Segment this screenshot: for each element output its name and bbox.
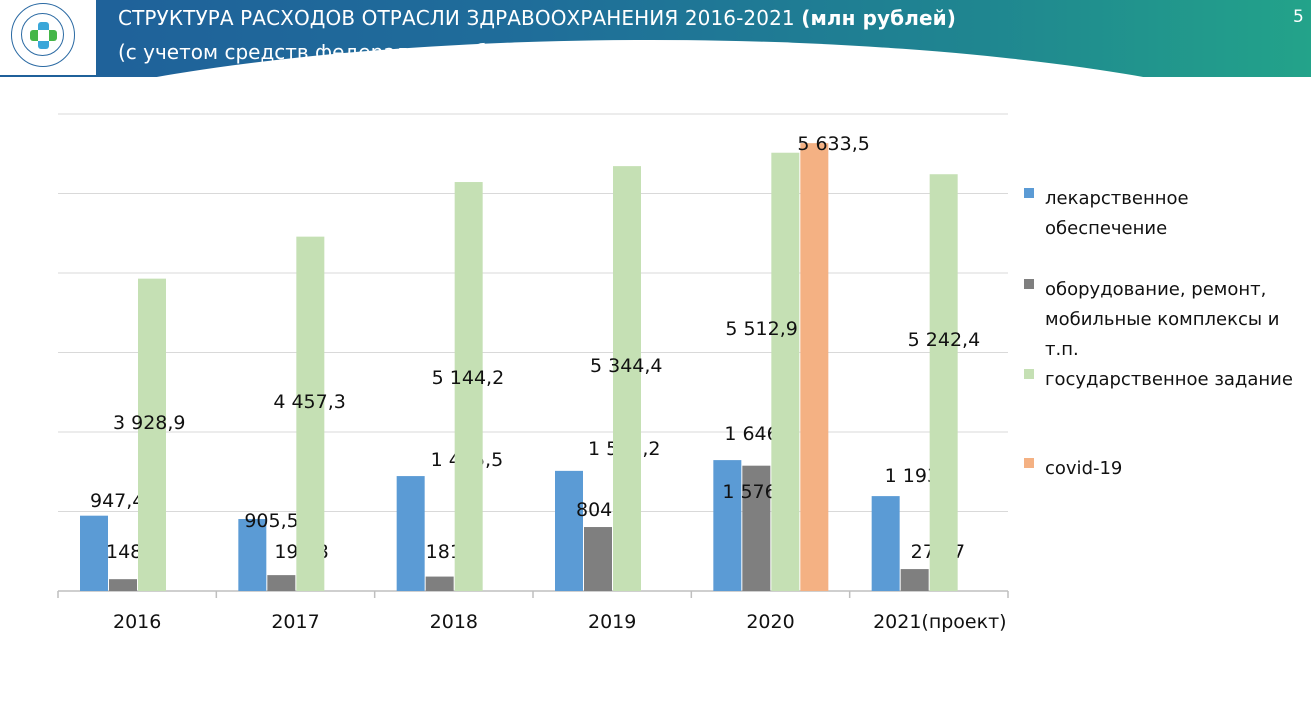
bar-state_task-2020 [771, 152, 800, 591]
page-subtitle: (с учетом средств федерального бюджета) [118, 40, 580, 64]
page-title: СТРУКТУРА РАСХОДОВ ОТРАСЛИ ЗДРАВООХРАНЕН… [118, 6, 956, 30]
title-unit: (млн рублей) [801, 6, 957, 30]
bar-equipment-2017 [267, 575, 296, 591]
legend-label-state_task: государственное задание [1045, 369, 1293, 390]
bar-medicines-2021проект [871, 496, 900, 591]
logo-ring [11, 3, 75, 67]
bar-equipment-2018 [425, 576, 454, 591]
legend-label-equipment: мобильные комплексы и [1045, 309, 1280, 330]
data-label-state_task: 5 512,9 [725, 318, 798, 340]
legend-label-covid: covid-19 [1045, 458, 1122, 479]
x-tick-label: 2016 [113, 611, 161, 633]
legend-swatch-covid [1024, 458, 1034, 468]
bar-covid-2020 [800, 143, 829, 591]
data-label-state_task: 5 144,2 [432, 367, 505, 389]
legend-swatch-equipment [1024, 279, 1034, 289]
legend-label-equipment: т.п. [1045, 339, 1079, 360]
bar-equipment-2019 [584, 527, 612, 591]
bar-medicines-2018 [396, 476, 425, 591]
cross-center [38, 30, 49, 41]
x-tick-label: 2021(проект) [873, 611, 1007, 633]
bar-medicines-2017 [238, 519, 267, 591]
bar-state_task-2018 [454, 182, 483, 591]
data-label-state_task: 4 457,3 [273, 391, 346, 413]
ministry-logo [0, 0, 96, 75]
x-tick-label: 2020 [746, 611, 794, 633]
bar-medicines-2020 [713, 460, 742, 591]
bar-medicines-2016 [80, 515, 108, 591]
data-label-medicines: 905,5 [244, 510, 298, 532]
bar-equipment-2021проект [900, 569, 929, 591]
x-tick-label: 2017 [271, 611, 319, 633]
bar-equipment-2016 [109, 579, 137, 591]
legend-label-medicines: обеспечение [1045, 218, 1167, 239]
bar-state_task-2017 [296, 236, 325, 591]
legend-label-equipment: оборудование, ремонт, [1045, 279, 1266, 300]
title-main: СТРУКТУРА РАСХОДОВ ОТРАСЛИ ЗДРАВООХРАНЕН… [118, 6, 795, 30]
bar-state_task-2019 [613, 166, 641, 592]
bar-equipment-2020 [742, 465, 771, 591]
x-tick-label: 2018 [430, 611, 478, 633]
data-label-state_task: 5 344,4 [590, 355, 663, 377]
legend-swatch-state_task [1024, 369, 1034, 379]
bar-medicines-2019 [555, 470, 583, 591]
data-label-state_task: 5 242,4 [908, 329, 981, 351]
data-label-state_task: 3 928,9 [113, 412, 186, 434]
slide-header [0, 0, 1311, 77]
logo-inner-ring [21, 13, 64, 56]
slide-number: 5 [1293, 7, 1304, 27]
bar-state_task-2016 [138, 278, 166, 591]
bar-state_task-2021проект [929, 174, 958, 592]
data-label-medicines: 947,4 [90, 490, 144, 512]
legend-label-medicines: лекарственное [1045, 188, 1189, 209]
data-label-covid: 5 633,5 [797, 133, 870, 155]
x-tick-label: 2019 [588, 611, 636, 633]
legend-swatch-medicines [1024, 188, 1034, 198]
